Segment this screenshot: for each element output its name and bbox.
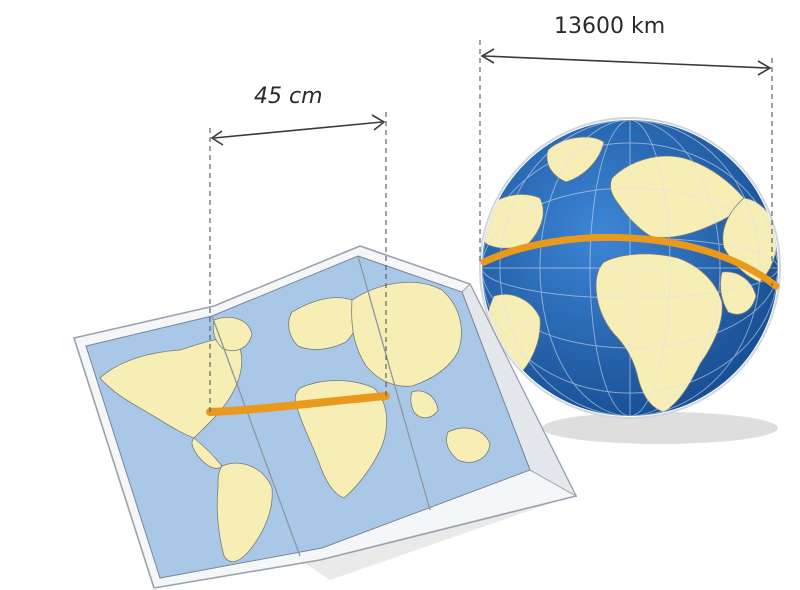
map-southeast-asia [410, 390, 439, 419]
map-route-line [206, 392, 390, 416]
map-greenland [212, 317, 253, 351]
map-distance-label: 45 cm [254, 84, 323, 109]
globe-shadow [542, 412, 778, 444]
map-europe [288, 297, 359, 350]
map-australia [446, 427, 491, 463]
globe-distance-label: 13600 km [554, 14, 666, 39]
folded-map [72, 245, 578, 589]
globe-graticule [482, 120, 778, 416]
globe [479, 117, 781, 419]
map-fold-line [211, 315, 301, 557]
globe-route-arc [480, 233, 780, 290]
map-asia [351, 281, 462, 387]
globe-greenland [546, 136, 605, 183]
map-south-america [216, 462, 273, 563]
map-dimension [209, 112, 387, 412]
map-fold-line [357, 255, 431, 511]
globe-arabia [720, 271, 757, 315]
map-central-america [191, 437, 223, 469]
globe-dimension [479, 40, 773, 286]
globe-europe [610, 155, 745, 238]
